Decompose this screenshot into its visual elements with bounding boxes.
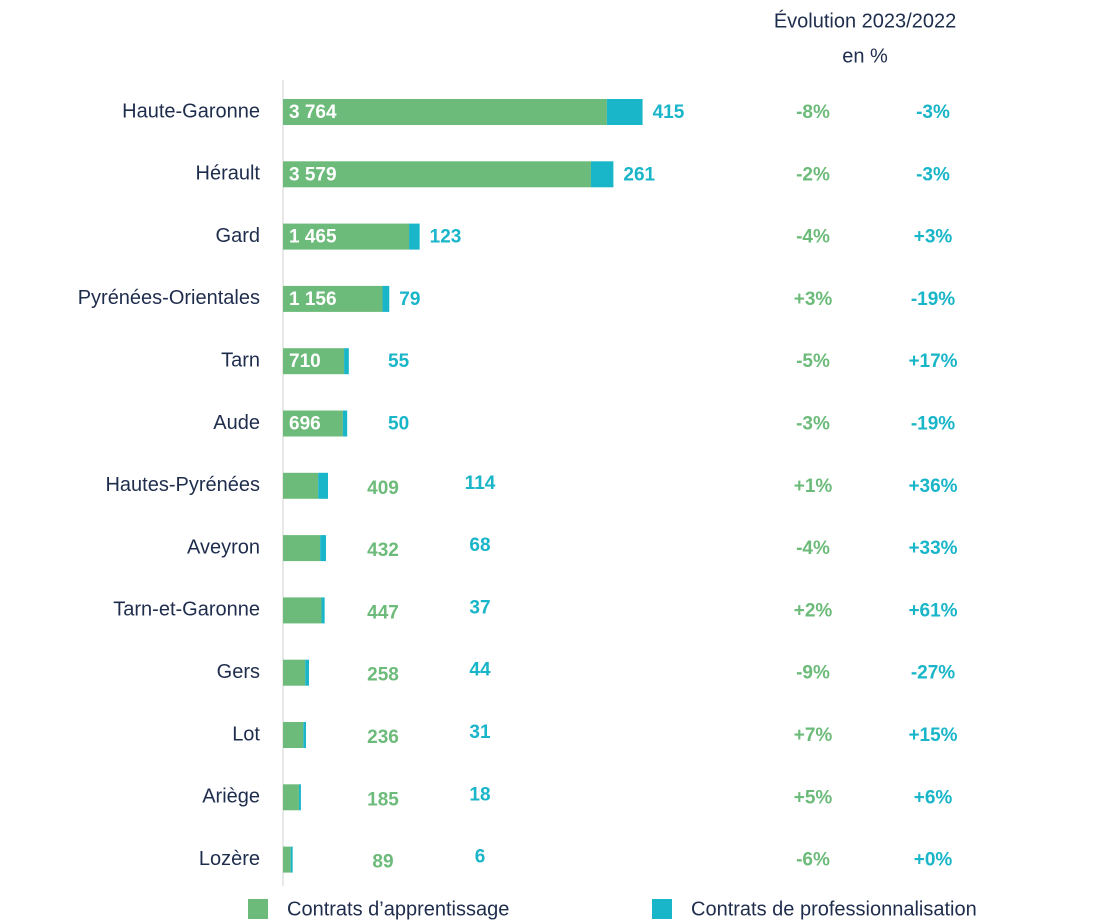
bar-segment (318, 472, 328, 499)
bar-segment (590, 161, 614, 188)
evolution-label: -6% (796, 850, 830, 871)
bar-segment (283, 223, 410, 250)
category-label: Aude (213, 412, 260, 434)
value-label: 50 (388, 414, 409, 435)
legend-label: Contrats d’apprentissage (287, 898, 509, 920)
value-label: 37 (469, 597, 490, 618)
evolution-subtitle: en % (842, 45, 888, 67)
value-label: 18 (469, 784, 490, 805)
bar-segment (283, 99, 607, 125)
value-label: 236 (367, 727, 399, 748)
evolution-label: +36% (908, 476, 957, 497)
evolution-label: +17% (908, 351, 957, 372)
bar-segment (283, 161, 591, 188)
value-label: 258 (367, 665, 399, 686)
category-label: Tarn (221, 349, 260, 371)
value-label: 68 (469, 535, 490, 556)
value-label: 89 (372, 852, 393, 873)
category-label: Hérault (196, 163, 261, 185)
legend-label: Contrats de professionnalisation (691, 898, 977, 920)
evolution-label: -8% (796, 102, 830, 123)
bar-segment (283, 535, 321, 562)
evolution-label: -3% (916, 164, 950, 185)
value-label: 3 764 (289, 102, 337, 123)
bar-segment (283, 784, 299, 811)
bar-segment (283, 846, 291, 873)
evolution-label: -4% (796, 227, 830, 248)
value-label: 710 (289, 351, 321, 372)
bar-segment (283, 348, 345, 375)
bar-segment (382, 285, 390, 312)
value-label: 409 (367, 478, 399, 499)
bar-segment (320, 535, 327, 562)
category-label: Ariège (202, 786, 260, 808)
bar-segment (283, 597, 322, 624)
value-label: 447 (367, 602, 399, 623)
value-label: 432 (367, 540, 399, 561)
bar-segment (321, 597, 325, 624)
evolution-title: Évolution 2023/2022 (774, 9, 956, 32)
category-label: Haute-Garonne (122, 100, 260, 122)
value-label: 123 (430, 227, 462, 248)
evolution-label: +2% (794, 600, 833, 621)
value-label: 31 (469, 722, 491, 743)
evolution-label: +1% (794, 476, 833, 497)
evolution-label: -4% (796, 538, 830, 559)
value-label: 79 (399, 289, 420, 310)
evolution-label: -2% (796, 164, 830, 185)
category-label: Tarn-et-Garonne (113, 599, 260, 621)
evolution-label: -27% (911, 663, 955, 684)
bar-segment (283, 722, 304, 748)
value-label: 55 (388, 351, 410, 372)
category-label: Aveyron (187, 536, 260, 558)
value-label: 1 156 (289, 289, 337, 310)
value-label: 415 (653, 102, 685, 123)
evolution-label: +61% (908, 600, 957, 621)
evolution-label: -9% (796, 663, 830, 684)
bar-segment (305, 659, 309, 686)
evolution-label: -5% (796, 351, 830, 372)
value-label: 185 (367, 789, 399, 810)
bar-segment (283, 472, 319, 499)
evolution-label: +33% (908, 538, 957, 559)
bar-segment (344, 348, 349, 375)
evolution-label: +3% (794, 289, 833, 310)
evolution-label: -19% (911, 289, 955, 310)
evolution-label: +7% (794, 725, 833, 746)
evolution-label: +0% (914, 850, 953, 871)
value-label: 1 465 (289, 227, 337, 248)
bar-segment (606, 99, 643, 125)
evolution-label: +15% (908, 725, 957, 746)
evolution-label: +5% (794, 787, 833, 808)
evolution-label: -3% (916, 102, 950, 123)
category-label: Gard (216, 225, 260, 247)
bar-segment (342, 410, 348, 437)
value-label: 6 (475, 847, 486, 868)
bar-segment (290, 846, 293, 873)
legend-swatch (248, 899, 268, 919)
category-label: Lot (232, 723, 260, 745)
evolution-label: -19% (911, 414, 955, 435)
bar-segment (409, 223, 420, 250)
category-label: Lozère (199, 848, 260, 870)
evolution-label: -3% (796, 414, 830, 435)
evolution-label: +3% (914, 227, 953, 248)
bar-segment (283, 285, 383, 312)
evolution-label: +6% (914, 787, 953, 808)
legend-swatch (652, 899, 672, 919)
value-label: 44 (469, 660, 491, 681)
value-label: 3 579 (289, 164, 337, 185)
category-label: Gers (217, 661, 260, 683)
category-label: Hautes-Pyrénées (105, 474, 260, 496)
bar-segment (283, 410, 343, 437)
bar-segment (283, 659, 306, 686)
value-label: 114 (465, 473, 496, 494)
category-label: Pyrénées-Orientales (78, 287, 260, 309)
bar-segment (303, 722, 306, 748)
value-label: 261 (623, 164, 655, 185)
bar-segment (298, 784, 301, 811)
value-label: 696 (289, 414, 321, 435)
